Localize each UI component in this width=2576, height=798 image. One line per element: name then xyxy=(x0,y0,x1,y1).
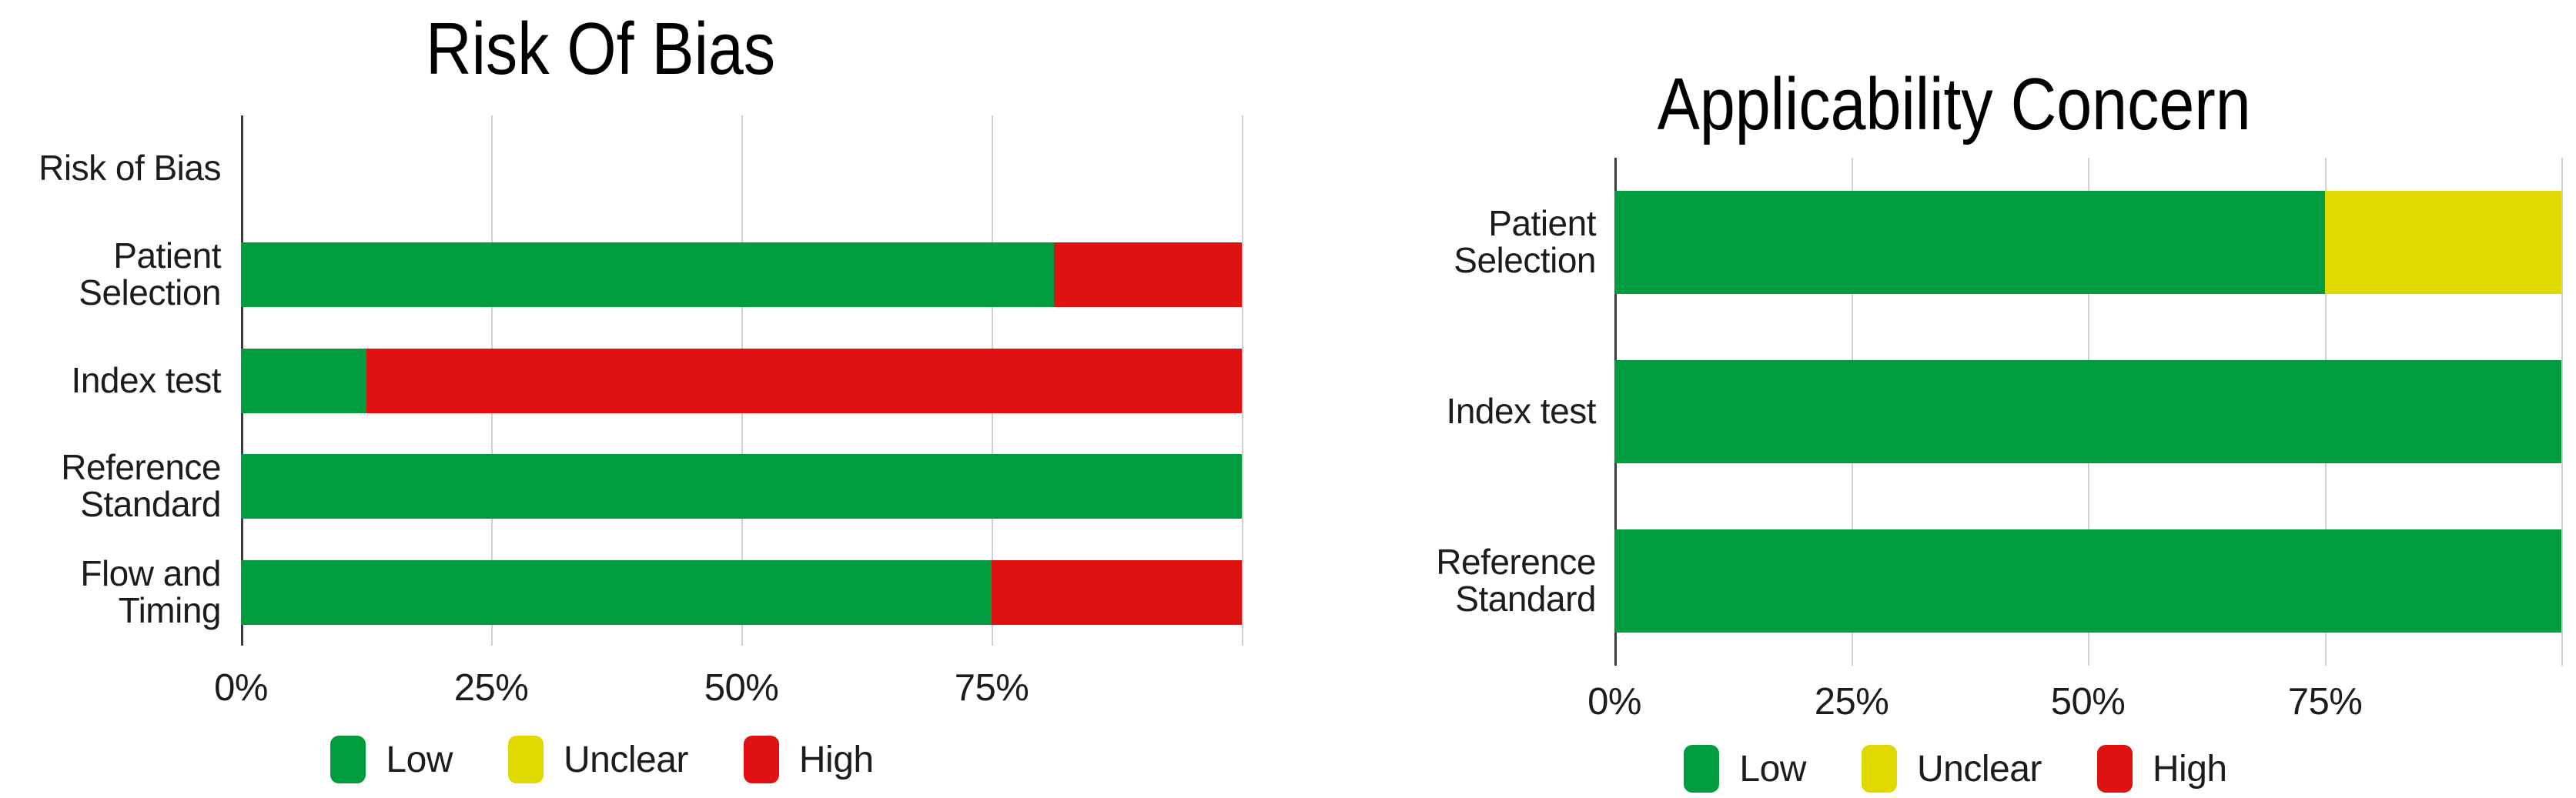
legend-label-unclear: Unclear xyxy=(563,739,688,780)
x-tick-label: 75% xyxy=(954,667,1029,709)
bar-segment-low xyxy=(241,242,1055,307)
chart-title-text: Risk Of Bias xyxy=(425,8,776,90)
category-label: Reference Standard xyxy=(61,447,221,524)
legend-swatch-high-icon xyxy=(743,736,779,783)
legend-label-unclear: Unclear xyxy=(1916,748,2042,790)
legend-swatch-low-icon xyxy=(330,736,366,783)
bar-segment-high xyxy=(366,349,1242,413)
bar-segment-unclear xyxy=(2324,191,2561,294)
bar-row xyxy=(241,242,1242,307)
bar-segment-low xyxy=(1614,191,2325,294)
x-tick-label: 50% xyxy=(2050,681,2126,723)
bar-segment-high xyxy=(1054,242,1242,307)
bar-row xyxy=(241,560,1242,625)
legend-label-low: Low xyxy=(1739,748,1806,790)
legend-item-unclear: Unclear xyxy=(1861,745,2042,793)
chart-title-text: Applicability Concern xyxy=(1657,63,2251,145)
category-label: Index test xyxy=(71,360,222,401)
legend-label-low: Low xyxy=(386,739,453,780)
category-label: Patient Selection xyxy=(79,235,221,312)
bar-row xyxy=(241,349,1242,413)
category-label: Index test xyxy=(1446,391,1597,432)
chart-title: Risk Of Bias xyxy=(139,8,1062,90)
legend-item-high: High xyxy=(743,736,874,783)
legend-item-unclear: Unclear xyxy=(507,736,688,783)
legend-swatch-unclear-icon xyxy=(507,736,544,783)
bar-segment-low xyxy=(241,560,992,625)
x-tick-label: 25% xyxy=(1814,681,1889,723)
category-label: Reference Standard xyxy=(1436,542,1596,619)
category-label: Flow and Timing xyxy=(80,553,221,630)
legend-label-high: High xyxy=(2152,748,2227,790)
legend: Low Unclear High xyxy=(217,730,987,790)
bar-row xyxy=(1614,529,2561,633)
category-label: Risk of Bias xyxy=(38,148,221,189)
bar-row xyxy=(1614,191,2561,294)
bar-row xyxy=(241,454,1242,519)
bar-segment-high xyxy=(992,560,1242,625)
gridline xyxy=(1242,115,1243,646)
bar-row xyxy=(1614,360,2561,463)
x-tick-label: 0% xyxy=(1587,681,1641,723)
category-label: Patient Selection xyxy=(1454,203,1596,280)
gridline xyxy=(2561,158,2563,666)
legend-swatch-low-icon xyxy=(1684,745,1720,793)
x-tick-label: 50% xyxy=(704,667,779,709)
legend-item-high: High xyxy=(2096,745,2227,793)
legend-item-low: Low xyxy=(1684,745,1806,793)
chart-title: Applicability Concern xyxy=(1492,63,2416,145)
legend-swatch-high-icon xyxy=(2096,745,2133,793)
bar-segment-low xyxy=(241,349,366,413)
bar-segment-low xyxy=(1614,529,2561,633)
bar-segment-low xyxy=(241,454,1242,519)
legend-item-low: Low xyxy=(330,736,453,783)
x-tick-label: 75% xyxy=(2287,681,2363,723)
x-tick-label: 25% xyxy=(453,667,529,709)
legend-label-high: High xyxy=(798,739,874,780)
legend: Low Unclear High xyxy=(1571,739,2340,798)
legend-swatch-unclear-icon xyxy=(1861,745,1897,793)
x-tick-label: 0% xyxy=(214,667,268,709)
bar-segment-low xyxy=(1614,360,2561,463)
